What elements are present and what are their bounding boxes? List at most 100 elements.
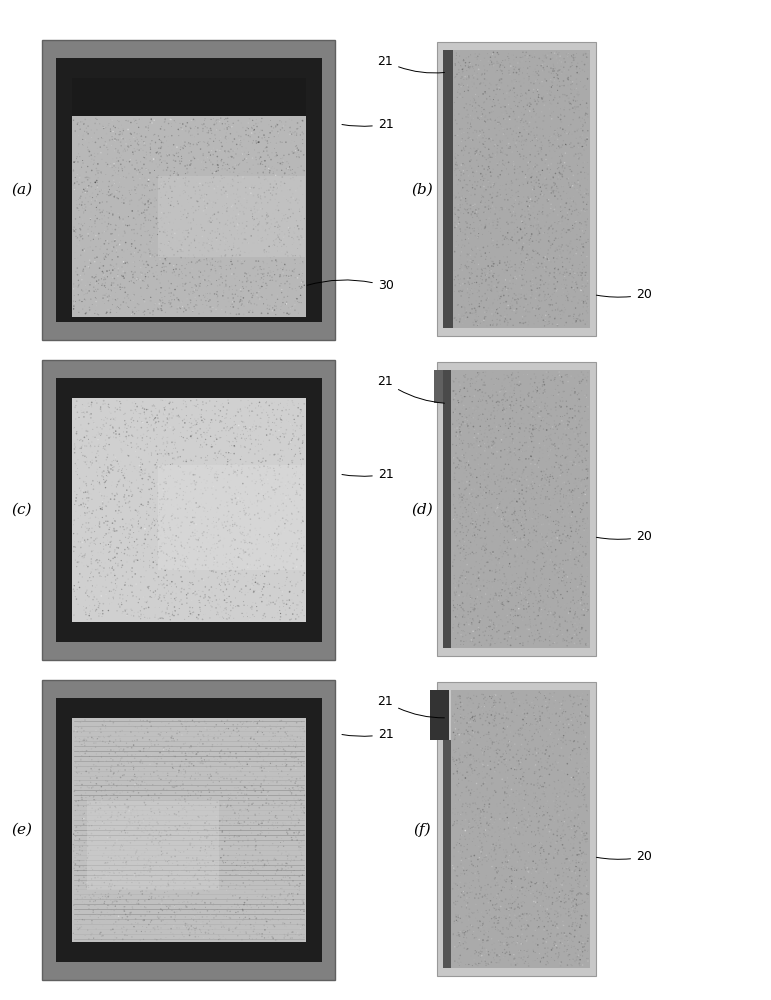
Point bbox=[114, 585, 126, 601]
Point bbox=[571, 619, 583, 635]
Point bbox=[242, 200, 254, 216]
Point bbox=[237, 869, 249, 885]
Point bbox=[468, 494, 480, 510]
Point bbox=[108, 452, 120, 468]
Point bbox=[130, 589, 143, 605]
Point bbox=[205, 563, 217, 579]
Point bbox=[516, 522, 528, 538]
Point bbox=[489, 941, 501, 957]
Point bbox=[517, 224, 529, 240]
Point bbox=[567, 314, 580, 330]
Point bbox=[116, 767, 129, 783]
Point bbox=[162, 158, 174, 174]
Point bbox=[248, 460, 261, 476]
Point bbox=[564, 627, 576, 643]
Point bbox=[99, 280, 112, 296]
Point bbox=[469, 713, 481, 729]
Point bbox=[263, 149, 275, 165]
Point bbox=[467, 314, 480, 330]
Point bbox=[449, 244, 461, 260]
Point bbox=[123, 799, 135, 815]
Point bbox=[145, 480, 157, 496]
Point bbox=[572, 446, 584, 462]
Point bbox=[552, 71, 564, 87]
Point bbox=[125, 755, 137, 771]
Point bbox=[208, 861, 221, 877]
Point bbox=[240, 578, 252, 594]
Point bbox=[160, 530, 172, 546]
Point bbox=[571, 818, 584, 834]
Point bbox=[564, 432, 576, 448]
Point bbox=[581, 543, 593, 559]
Point bbox=[451, 877, 463, 893]
Point bbox=[547, 282, 559, 298]
Point bbox=[565, 712, 577, 728]
Point bbox=[530, 752, 542, 768]
Point bbox=[256, 279, 268, 295]
Point bbox=[486, 859, 498, 875]
Point bbox=[87, 817, 99, 833]
Point bbox=[190, 392, 203, 408]
Point bbox=[487, 820, 499, 836]
Point bbox=[221, 186, 234, 202]
Point bbox=[212, 872, 224, 888]
Point bbox=[555, 399, 567, 415]
Point bbox=[245, 200, 258, 216]
Point bbox=[545, 185, 557, 201]
Point bbox=[126, 475, 138, 491]
Point bbox=[126, 304, 139, 320]
Point bbox=[471, 434, 483, 450]
Bar bbox=[87, 800, 219, 890]
Point bbox=[465, 704, 477, 720]
Point bbox=[156, 835, 168, 851]
Point bbox=[507, 123, 520, 139]
Point bbox=[178, 778, 190, 794]
Point bbox=[210, 263, 222, 279]
Point bbox=[278, 598, 290, 614]
Point bbox=[296, 509, 308, 525]
Point bbox=[100, 472, 113, 488]
Point bbox=[144, 161, 157, 177]
Point bbox=[216, 170, 228, 186]
Point bbox=[550, 242, 562, 258]
Point bbox=[477, 189, 490, 205]
Point bbox=[73, 839, 86, 855]
Point bbox=[528, 394, 540, 410]
Point bbox=[518, 916, 530, 932]
Point bbox=[547, 613, 560, 629]
Point bbox=[195, 142, 207, 158]
Point bbox=[446, 733, 459, 749]
Point bbox=[257, 164, 269, 180]
Point bbox=[534, 450, 546, 466]
Point bbox=[275, 174, 288, 190]
Point bbox=[488, 698, 500, 714]
Point bbox=[540, 466, 552, 482]
Point bbox=[478, 940, 490, 956]
Point bbox=[238, 171, 251, 187]
Point bbox=[561, 457, 573, 473]
Point bbox=[493, 300, 506, 316]
Point bbox=[275, 718, 288, 734]
Point bbox=[274, 886, 287, 902]
Point bbox=[474, 60, 487, 76]
Point bbox=[294, 487, 306, 503]
Point bbox=[265, 212, 278, 228]
Point bbox=[144, 804, 157, 820]
Point bbox=[495, 688, 507, 704]
Point bbox=[141, 610, 153, 626]
Point bbox=[292, 774, 305, 790]
Point bbox=[99, 834, 112, 850]
Point bbox=[95, 907, 107, 923]
Point bbox=[132, 893, 144, 909]
Point bbox=[285, 859, 298, 875]
Point bbox=[561, 288, 573, 304]
Point bbox=[208, 115, 221, 131]
Point bbox=[226, 774, 238, 790]
Point bbox=[567, 476, 580, 492]
Point bbox=[224, 126, 237, 142]
Point bbox=[540, 597, 552, 613]
Point bbox=[571, 609, 584, 625]
Point bbox=[154, 476, 167, 492]
Point bbox=[493, 371, 505, 387]
Point bbox=[473, 946, 486, 962]
